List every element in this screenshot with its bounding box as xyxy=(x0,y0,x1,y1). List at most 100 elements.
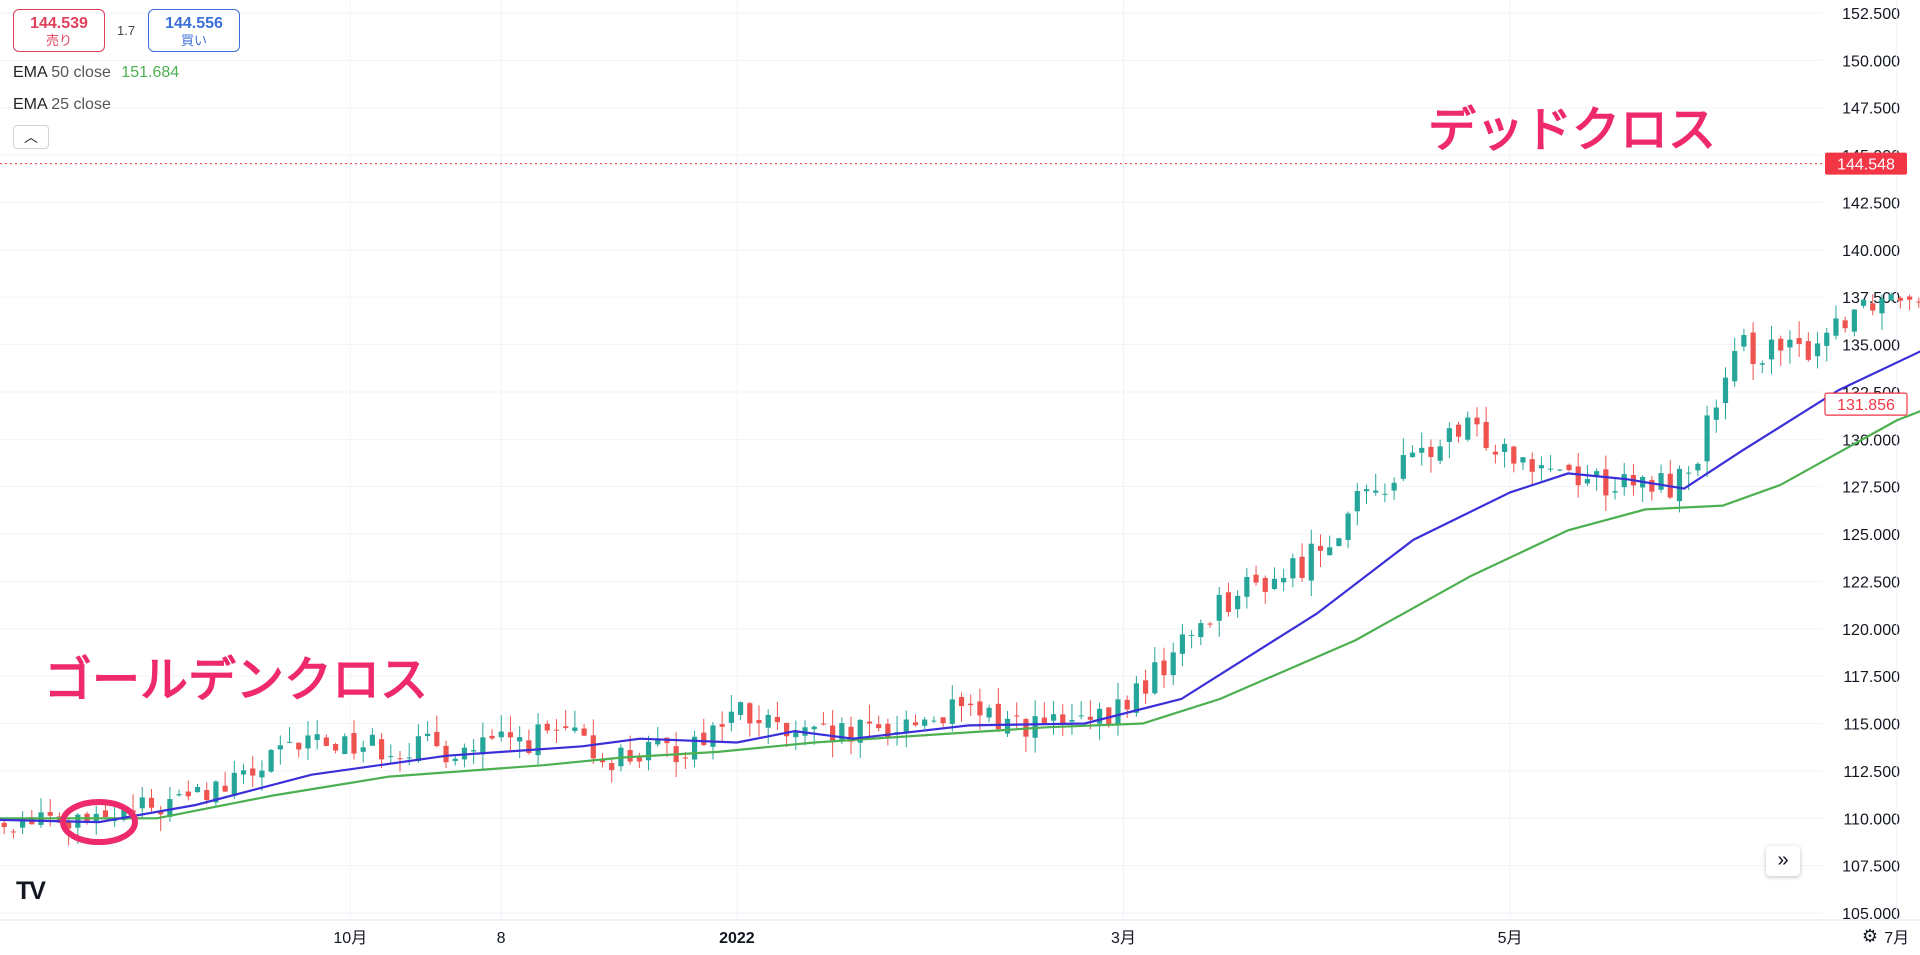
double-chevron-right-icon: » xyxy=(1777,849,1789,871)
candle-body xyxy=(1557,469,1563,471)
x-tick-label: 8 xyxy=(497,930,506,947)
candle-body xyxy=(719,724,725,727)
candle-body xyxy=(1262,577,1268,592)
candle-body xyxy=(830,725,836,742)
candle-body xyxy=(885,723,891,738)
candle-body xyxy=(1078,715,1084,717)
y-tick-label: 137.500 xyxy=(1842,290,1900,307)
candle-body xyxy=(922,719,928,726)
candle-body xyxy=(1244,576,1250,597)
candle-body xyxy=(636,757,642,762)
candle-body xyxy=(148,797,155,808)
candle-body xyxy=(1152,662,1158,694)
candle-body xyxy=(332,744,339,751)
candle-body xyxy=(857,719,863,743)
legend-ema50-params: 50 close xyxy=(51,64,111,81)
candle-body xyxy=(949,699,955,724)
x-tick-label: 10月 xyxy=(333,930,367,947)
candle-body xyxy=(360,747,366,752)
candle-body xyxy=(747,703,753,724)
buy-label: 買い xyxy=(180,33,207,48)
sell-label: 売り xyxy=(45,33,72,48)
candle-body xyxy=(986,707,992,718)
candle-body xyxy=(406,757,412,759)
candle-body xyxy=(581,728,587,736)
candle-body xyxy=(1050,714,1057,721)
tradingview-logo-icon[interactable]: TV xyxy=(16,877,46,905)
candle-body xyxy=(498,731,504,738)
candle-body xyxy=(774,716,781,723)
candle-body xyxy=(1787,339,1793,348)
candle-body xyxy=(553,729,560,731)
candle-body xyxy=(526,740,532,753)
candle-body xyxy=(1115,699,1121,726)
candle-body xyxy=(1492,451,1498,455)
candle-body xyxy=(682,757,688,759)
candle-body xyxy=(701,732,707,746)
legend-collapse-button[interactable]: ︿ xyxy=(13,125,49,149)
candle-body xyxy=(958,696,965,707)
candle-body xyxy=(876,724,882,729)
candle-body xyxy=(1437,446,1443,461)
candle-body xyxy=(599,760,606,763)
candle-body xyxy=(563,726,569,728)
sell-button[interactable]: 144.539 売り xyxy=(13,9,105,52)
candle-body xyxy=(1603,469,1609,496)
candle-body xyxy=(10,831,17,833)
candle-body xyxy=(1870,303,1876,311)
candle-body xyxy=(1465,417,1471,440)
candle-body xyxy=(1142,680,1149,694)
candle-body xyxy=(1750,332,1756,365)
buy-button[interactable]: 144.556 買い xyxy=(148,9,240,52)
candle-body xyxy=(1621,474,1627,488)
go-to-realtime-button[interactable]: » xyxy=(1766,846,1800,876)
chart-settings-button[interactable]: ⚙ xyxy=(1858,924,1882,948)
candle-body xyxy=(296,742,302,750)
candle-body xyxy=(47,812,53,816)
candle-body xyxy=(1649,480,1655,492)
candle-body xyxy=(121,809,127,820)
y-tick-label: 112.500 xyxy=(1843,764,1900,781)
candle-body xyxy=(1317,545,1324,551)
candle-body xyxy=(471,750,477,752)
candle-body xyxy=(1768,339,1775,360)
candle-body xyxy=(839,723,845,740)
golden-cross-marker xyxy=(60,799,139,846)
candle-body xyxy=(286,741,293,743)
legend-ema25[interactable]: EMA 25 close xyxy=(13,96,111,114)
candle-body xyxy=(1,822,7,827)
candle-body xyxy=(139,797,145,809)
candle-body xyxy=(480,737,486,755)
candle-body xyxy=(572,727,578,731)
candle-body xyxy=(1041,717,1047,724)
candle-body xyxy=(1419,447,1425,453)
candle-body xyxy=(240,770,247,775)
y-tick-label: 140.000 xyxy=(1842,243,1900,260)
candle-body xyxy=(1345,513,1351,541)
candle-body xyxy=(1888,294,1894,301)
candle-body xyxy=(1686,472,1692,474)
candle-body xyxy=(204,790,210,801)
candle-body xyxy=(1363,489,1370,492)
candle-body xyxy=(56,816,63,823)
candle-body xyxy=(1722,377,1729,404)
candle-body xyxy=(1833,318,1839,336)
candle-body xyxy=(1520,457,1526,463)
x-tick-label: 3月 xyxy=(1111,930,1136,947)
last-close-label: 131.856 xyxy=(1837,397,1895,414)
candle-body xyxy=(1704,415,1710,462)
candle-body xyxy=(1198,623,1204,638)
legend-ema50[interactable]: EMA 50 close 151.684 xyxy=(13,64,179,82)
candle-body xyxy=(1400,455,1406,479)
candle-body xyxy=(1373,490,1379,493)
current-price-badge xyxy=(1825,152,1907,175)
candle-body xyxy=(1124,699,1130,710)
candle-body xyxy=(1004,718,1011,734)
y-tick-label: 135.000 xyxy=(1842,338,1900,355)
candle-body xyxy=(544,723,550,731)
last-close-badge xyxy=(1824,392,1908,416)
candle-body xyxy=(425,733,431,736)
golden-cross-annotation: ゴールデンクロス xyxy=(44,654,429,707)
candle-body xyxy=(1225,592,1232,612)
